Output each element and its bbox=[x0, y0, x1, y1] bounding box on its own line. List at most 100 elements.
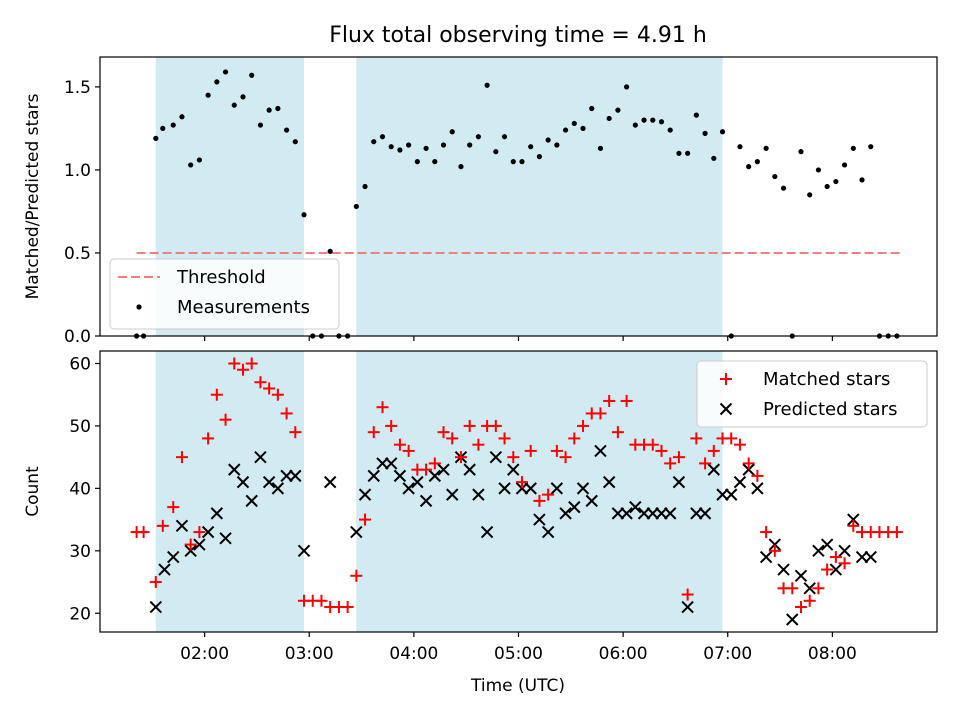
legend-matched-swatch bbox=[720, 373, 732, 385]
predicted-star-point bbox=[393, 469, 407, 483]
predicted-star-point bbox=[594, 444, 607, 458]
measurement-point bbox=[240, 94, 246, 100]
measurement-point bbox=[160, 125, 166, 132]
measurement-point bbox=[249, 72, 255, 78]
predicted-star-point bbox=[271, 482, 285, 495]
measurement-point bbox=[458, 164, 464, 170]
matched-star-point bbox=[594, 407, 607, 420]
measurement-points bbox=[134, 69, 900, 339]
measurement-point bbox=[397, 147, 403, 153]
predicted-star-point bbox=[786, 613, 799, 626]
legend-matched-marker bbox=[720, 373, 732, 385]
measurement-point bbox=[685, 150, 691, 156]
matched-star-point bbox=[568, 432, 581, 445]
matched-star-point bbox=[367, 426, 380, 439]
matched-star-point bbox=[359, 513, 372, 526]
matched-star-point bbox=[821, 563, 834, 576]
predicted-star-point bbox=[847, 513, 860, 526]
matched-star-point bbox=[245, 357, 258, 370]
legend-measurements-label: Measurements bbox=[177, 297, 310, 318]
matched-star-point bbox=[385, 419, 398, 432]
matched-star-point bbox=[376, 401, 389, 414]
matched-star-point bbox=[437, 426, 450, 439]
measurement-point bbox=[545, 137, 551, 143]
count-x-tick-label: 06:00 bbox=[599, 644, 648, 664]
predicted-star-point bbox=[524, 482, 537, 495]
measurement-point bbox=[746, 164, 752, 170]
predicted-star-point bbox=[620, 507, 633, 520]
matched-star-point bbox=[254, 376, 267, 389]
matched-star-point bbox=[446, 432, 459, 445]
count-y-tick-label: 30 bbox=[69, 542, 91, 562]
measurement-point bbox=[493, 149, 499, 155]
matched-star-point bbox=[786, 582, 799, 595]
measurement-point bbox=[702, 130, 708, 136]
measurement-point bbox=[423, 145, 429, 151]
count-x-tick-label: 02:00 bbox=[180, 644, 229, 664]
predicted-star-point bbox=[550, 482, 564, 495]
predicted-star-point bbox=[568, 500, 581, 514]
predicted-star-point bbox=[820, 538, 834, 551]
measurement-point bbox=[414, 159, 420, 165]
predicted-star-point bbox=[193, 538, 206, 551]
matched-star-point bbox=[507, 451, 520, 464]
predicted-star-point bbox=[533, 513, 546, 526]
measurement-point bbox=[449, 129, 455, 135]
ratio-legend: Threshold Measurements bbox=[109, 258, 340, 330]
ratio-y-tick-label: 0.5 bbox=[64, 244, 91, 264]
matched-star-point bbox=[577, 419, 590, 432]
matched-star-point bbox=[289, 426, 302, 439]
predicted-star-point bbox=[725, 488, 738, 501]
matched-star-point bbox=[341, 601, 354, 614]
matched-star-point bbox=[533, 494, 546, 507]
measurement-point bbox=[231, 102, 237, 108]
measurement-point bbox=[379, 134, 386, 140]
count-y-tick-label: 20 bbox=[69, 604, 91, 624]
measurement-point bbox=[501, 134, 508, 140]
measurement-point bbox=[510, 159, 516, 165]
matched-star-point bbox=[890, 526, 903, 539]
predicted-star-point bbox=[289, 469, 302, 483]
count-x-tick-label: 05:00 bbox=[494, 644, 543, 664]
measurement-point bbox=[615, 107, 621, 113]
predicted-star-point bbox=[323, 475, 337, 489]
predicted-star-point bbox=[158, 563, 171, 576]
measurement-point bbox=[205, 92, 211, 98]
measurement-point bbox=[562, 127, 569, 133]
predicted-star-point bbox=[297, 544, 311, 558]
matched-star-point bbox=[498, 432, 511, 445]
measurement-point bbox=[214, 79, 220, 85]
measurement-point bbox=[580, 125, 586, 132]
measurement-point bbox=[815, 167, 822, 173]
predicted-star-point bbox=[245, 494, 258, 508]
predicted-star-point bbox=[681, 600, 694, 614]
measurement-point bbox=[859, 177, 865, 183]
measurement-point bbox=[833, 178, 839, 185]
matched-star-point bbox=[681, 588, 694, 601]
predicted-star-point bbox=[629, 500, 642, 514]
predicted-star-point bbox=[585, 494, 598, 508]
matched-star-point bbox=[707, 444, 720, 457]
ratio-y-axis-label: Matched/Predicted stars bbox=[23, 93, 43, 299]
measurement-point bbox=[170, 122, 176, 128]
predicted-star-point bbox=[350, 525, 363, 539]
measurement-point bbox=[371, 139, 377, 145]
measurement-point bbox=[388, 144, 394, 150]
predicted-star-point bbox=[411, 475, 424, 489]
measurement-point bbox=[589, 105, 595, 112]
predicted-stars-points bbox=[149, 444, 877, 626]
measurement-point bbox=[153, 135, 159, 141]
measurement-point bbox=[737, 144, 743, 150]
measurement-point bbox=[275, 105, 281, 112]
measurement-point bbox=[780, 185, 787, 191]
predicted-star-point bbox=[210, 507, 224, 520]
matched-star-point bbox=[184, 538, 197, 551]
matched-star-point bbox=[672, 451, 685, 464]
measurement-point bbox=[292, 139, 298, 145]
predicted-star-point bbox=[446, 488, 459, 501]
matched-star-point bbox=[228, 357, 241, 370]
x-axis-label: Time (UTC) bbox=[470, 676, 565, 696]
measurement-point bbox=[179, 114, 185, 120]
ratio-y-tick-label: 0.0 bbox=[64, 327, 91, 347]
measurement-point bbox=[440, 142, 447, 148]
